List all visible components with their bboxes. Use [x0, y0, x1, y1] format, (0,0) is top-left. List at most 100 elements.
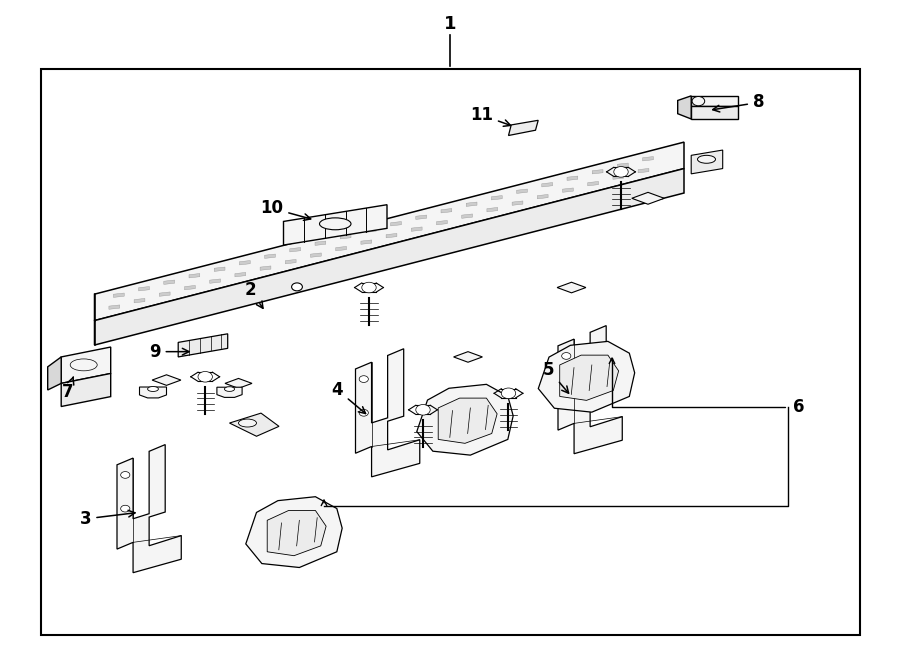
Polygon shape	[48, 357, 61, 390]
FancyBboxPatch shape	[40, 69, 859, 635]
Polygon shape	[462, 214, 472, 218]
Circle shape	[121, 505, 130, 512]
Polygon shape	[517, 189, 527, 194]
Polygon shape	[113, 293, 124, 297]
Polygon shape	[239, 260, 250, 265]
Polygon shape	[109, 305, 120, 309]
Ellipse shape	[224, 387, 235, 391]
Polygon shape	[538, 341, 634, 412]
Circle shape	[562, 386, 571, 393]
Polygon shape	[466, 202, 477, 206]
Polygon shape	[361, 240, 372, 245]
Ellipse shape	[148, 387, 158, 391]
Ellipse shape	[238, 419, 256, 427]
Polygon shape	[632, 192, 664, 204]
Polygon shape	[94, 169, 684, 345]
Polygon shape	[557, 282, 586, 293]
Polygon shape	[487, 208, 498, 212]
Polygon shape	[356, 349, 419, 477]
Polygon shape	[691, 106, 738, 119]
Polygon shape	[285, 259, 296, 264]
Text: 2: 2	[245, 280, 263, 308]
Polygon shape	[365, 228, 376, 233]
Polygon shape	[512, 201, 523, 206]
Polygon shape	[310, 253, 321, 257]
Polygon shape	[567, 176, 578, 180]
Circle shape	[121, 471, 130, 479]
Ellipse shape	[698, 155, 716, 163]
Polygon shape	[117, 445, 181, 572]
Circle shape	[692, 97, 705, 106]
Polygon shape	[643, 157, 653, 161]
Ellipse shape	[320, 218, 351, 230]
Polygon shape	[214, 267, 225, 272]
Polygon shape	[411, 227, 422, 231]
Polygon shape	[184, 286, 195, 290]
Polygon shape	[558, 326, 622, 453]
Ellipse shape	[70, 359, 97, 371]
Polygon shape	[336, 247, 346, 251]
Polygon shape	[189, 274, 200, 278]
Polygon shape	[691, 96, 738, 106]
Polygon shape	[613, 175, 624, 179]
Polygon shape	[441, 209, 452, 213]
Polygon shape	[139, 286, 149, 291]
Polygon shape	[537, 194, 548, 199]
Polygon shape	[562, 188, 573, 192]
Text: 4: 4	[332, 381, 365, 414]
Text: 5: 5	[544, 361, 569, 393]
Polygon shape	[284, 205, 387, 245]
Text: 9: 9	[149, 342, 189, 361]
Text: 8: 8	[713, 93, 764, 112]
Polygon shape	[436, 221, 447, 225]
Circle shape	[614, 167, 628, 177]
Polygon shape	[225, 378, 252, 389]
Polygon shape	[290, 247, 301, 252]
Polygon shape	[178, 334, 228, 357]
Polygon shape	[315, 241, 326, 245]
Polygon shape	[542, 182, 553, 187]
Polygon shape	[491, 196, 502, 200]
Polygon shape	[691, 150, 723, 174]
Polygon shape	[560, 355, 618, 401]
Polygon shape	[61, 373, 111, 407]
Polygon shape	[588, 182, 598, 186]
Polygon shape	[265, 254, 275, 258]
Polygon shape	[260, 266, 271, 270]
Polygon shape	[638, 169, 649, 173]
Polygon shape	[134, 298, 145, 303]
Polygon shape	[217, 387, 242, 397]
Circle shape	[359, 409, 368, 416]
Polygon shape	[438, 398, 497, 444]
Polygon shape	[391, 221, 401, 226]
Polygon shape	[210, 279, 220, 284]
Text: 7: 7	[62, 377, 74, 401]
Polygon shape	[246, 496, 342, 568]
Polygon shape	[94, 142, 684, 321]
Circle shape	[198, 371, 212, 382]
Polygon shape	[230, 413, 279, 436]
Polygon shape	[417, 384, 513, 455]
Polygon shape	[267, 510, 326, 556]
Circle shape	[359, 375, 368, 383]
Polygon shape	[340, 235, 351, 239]
Text: 10: 10	[260, 199, 310, 220]
Polygon shape	[416, 215, 427, 219]
Circle shape	[501, 388, 516, 399]
Circle shape	[416, 405, 430, 415]
Polygon shape	[386, 233, 397, 238]
Circle shape	[292, 283, 302, 291]
Polygon shape	[454, 352, 482, 362]
Polygon shape	[152, 375, 181, 385]
Polygon shape	[61, 347, 111, 383]
Text: 1: 1	[444, 15, 456, 34]
Circle shape	[362, 282, 376, 293]
Polygon shape	[508, 120, 538, 136]
Polygon shape	[159, 292, 170, 296]
Polygon shape	[164, 280, 175, 284]
Text: 11: 11	[470, 106, 510, 126]
Text: 6: 6	[794, 397, 805, 416]
Polygon shape	[678, 96, 691, 119]
Text: 3: 3	[80, 510, 135, 528]
Polygon shape	[235, 272, 246, 277]
